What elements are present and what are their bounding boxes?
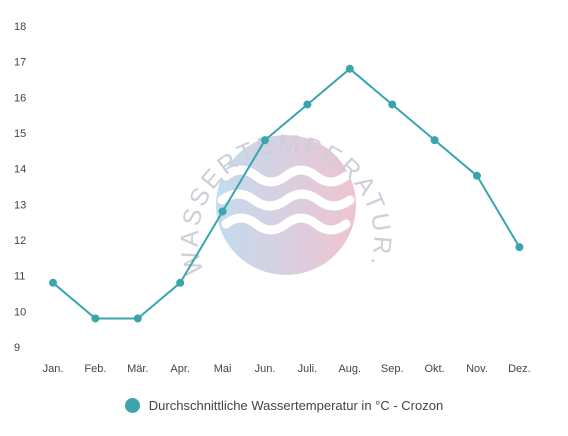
series-water-temperature: [49, 64, 524, 323]
x-tick-label: Mai: [214, 363, 232, 375]
y-tick-label: 17: [14, 57, 26, 69]
data-point[interactable]: [49, 278, 57, 287]
watermark-logo: WASSERTEMPERATUR.ORG: [0, 0, 393, 277]
data-point[interactable]: [303, 100, 312, 109]
data-point[interactable]: [261, 136, 269, 145]
data-point[interactable]: [345, 64, 354, 73]
y-tick-label: 14: [14, 164, 26, 176]
data-point[interactable]: [133, 314, 142, 323]
legend-marker: [124, 398, 140, 413]
data-point[interactable]: [430, 136, 439, 145]
x-tick-label: Jan.: [43, 363, 64, 375]
data-point[interactable]: [388, 100, 397, 109]
y-tick-label: 18: [14, 21, 26, 33]
legend-label: Durchschnittliche Wassertemperatur in °C…: [148, 398, 444, 413]
y-tick-label: 16: [14, 92, 26, 104]
data-point[interactable]: [218, 207, 227, 216]
x-tick-label: Mär.: [127, 363, 148, 375]
series-line: [52, 67, 521, 320]
y-tick-label: 12: [14, 235, 26, 247]
x-tick-label: Dez.: [508, 363, 531, 375]
data-point[interactable]: [176, 278, 185, 287]
y-tick-label: 9: [14, 342, 20, 354]
x-tick-label: Nov.: [466, 363, 488, 375]
data-point[interactable]: [91, 314, 100, 323]
y-tick-label: 15: [14, 128, 26, 140]
x-tick-label: Aug.: [338, 363, 361, 375]
x-tick-label: Feb.: [84, 363, 106, 375]
y-axis: 9 10 11 12 13 14 15 16 17 18: [14, 21, 26, 354]
x-tick-label: Jun.: [255, 363, 276, 375]
y-tick-label: 10: [14, 306, 26, 318]
x-tick-label: Apr.: [170, 363, 190, 375]
x-tick-label: Juli.: [298, 363, 318, 375]
data-point[interactable]: [515, 243, 524, 252]
legend[interactable]: Durchschnittliche Wassertemperatur in °C…: [0, 398, 568, 413]
data-point[interactable]: [473, 171, 481, 180]
x-axis: Jan. Feb. Mär. Apr. Mai Jun. Juli. Aug. Sep. Okt.…: [43, 363, 531, 375]
x-tick-label: Sep.: [381, 363, 404, 375]
y-tick-label: 13: [14, 199, 26, 211]
x-tick-label: Okt.: [425, 363, 445, 375]
y-tick-label: 11: [14, 271, 25, 283]
